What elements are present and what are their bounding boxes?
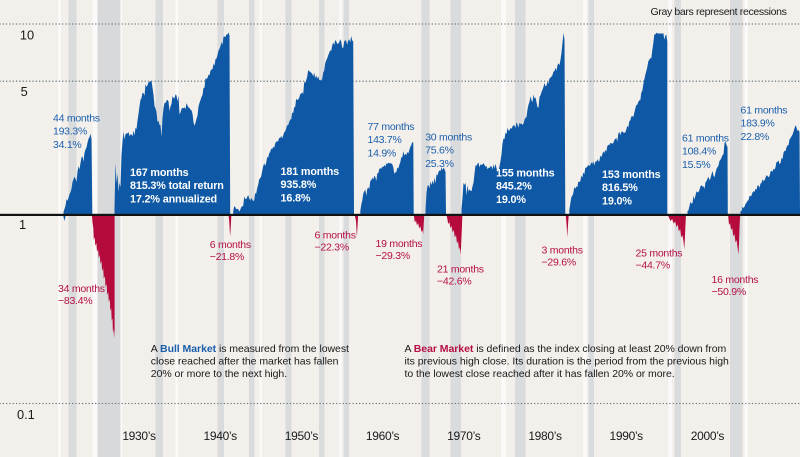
svg-text:−29.3%: −29.3% (376, 250, 410, 262)
svg-text:−42.6%: −42.6% (437, 276, 471, 288)
svg-text:845.2%: 845.2% (496, 181, 532, 193)
svg-text:−29.6%: −29.6% (542, 257, 576, 269)
svg-text:61 months: 61 months (682, 132, 729, 144)
svg-text:1940’s: 1940’s (204, 429, 238, 443)
svg-text:15.5%: 15.5% (682, 159, 711, 171)
svg-text:77 months: 77 months (368, 121, 415, 133)
svg-text:1950’s: 1950’s (285, 429, 319, 443)
svg-text:1960’s: 1960’s (366, 429, 400, 443)
svg-text:16.8%: 16.8% (281, 192, 311, 204)
svg-text:1990’s: 1990’s (610, 429, 644, 443)
svg-text:61 months: 61 months (741, 104, 788, 116)
svg-text:17.2% annualized: 17.2% annualized (130, 193, 217, 205)
svg-text:25 months: 25 months (636, 247, 683, 259)
svg-text:to the lowest close reached af: to the lowest close reached after it has… (405, 368, 675, 380)
svg-text:−83.4%: −83.4% (58, 295, 92, 307)
svg-text:20% or more to the next high.: 20% or more to the next high. (151, 368, 287, 380)
svg-text:A Bull Market is measured from: A Bull Market is measured from the lowes… (151, 343, 349, 355)
svg-text:167 months: 167 months (130, 167, 189, 179)
svg-text:34 months: 34 months (58, 283, 105, 295)
svg-text:19 months: 19 months (376, 238, 423, 250)
svg-text:815.3% total return: 815.3% total return (130, 180, 224, 192)
svg-text:2000’s: 2000’s (691, 429, 725, 443)
svg-text:155 months: 155 months (496, 167, 555, 179)
svg-text:6 months: 6 months (315, 229, 356, 241)
svg-text:44 months: 44 months (53, 112, 100, 124)
svg-text:1: 1 (19, 217, 26, 232)
svg-text:143.7%: 143.7% (368, 134, 402, 146)
svg-text:its previous high close. Its d: its previous high close. Its duration is… (405, 355, 730, 367)
svg-text:16 months: 16 months (712, 274, 759, 286)
svg-text:1980’s: 1980’s (528, 429, 562, 443)
svg-text:193.3%: 193.3% (53, 126, 87, 138)
svg-text:−21.8%: −21.8% (210, 251, 244, 263)
svg-text:A Bear Market is defined as th: A Bear Market is defined as the index cl… (405, 343, 727, 355)
svg-text:21 months: 21 months (437, 263, 484, 275)
svg-text:22.8%: 22.8% (741, 131, 770, 143)
svg-text:935.8%: 935.8% (281, 179, 317, 191)
svg-text:3 months: 3 months (542, 244, 583, 256)
svg-text:5: 5 (21, 84, 28, 99)
svg-text:close reached after the market: close reached after the market has falle… (151, 355, 339, 367)
svg-text:181 months: 181 months (281, 166, 340, 178)
svg-text:−44.7%: −44.7% (636, 260, 670, 272)
svg-text:153 months: 153 months (602, 169, 661, 181)
svg-text:14.9%: 14.9% (368, 147, 397, 159)
svg-text:75.6%: 75.6% (425, 145, 454, 157)
svg-text:10: 10 (20, 28, 34, 43)
svg-text:25.3%: 25.3% (425, 158, 454, 170)
svg-text:1930’s: 1930’s (122, 429, 156, 443)
svg-text:6 months: 6 months (210, 239, 251, 251)
svg-text:1970’s: 1970’s (447, 429, 481, 443)
svg-text:0.1: 0.1 (17, 407, 35, 422)
svg-text:108.4%: 108.4% (682, 146, 716, 158)
svg-text:30 months: 30 months (425, 131, 472, 143)
svg-text:183.9%: 183.9% (741, 118, 775, 130)
svg-text:−22.3%: −22.3% (315, 242, 349, 254)
svg-text:19.0%: 19.0% (602, 195, 632, 207)
svg-text:Gray bars represent recessions: Gray bars represent recessions (651, 6, 787, 18)
svg-text:816.5%: 816.5% (602, 182, 638, 194)
svg-text:34.1%: 34.1% (53, 139, 82, 151)
svg-text:19.0%: 19.0% (496, 194, 526, 206)
svg-text:−50.9%: −50.9% (712, 286, 746, 298)
